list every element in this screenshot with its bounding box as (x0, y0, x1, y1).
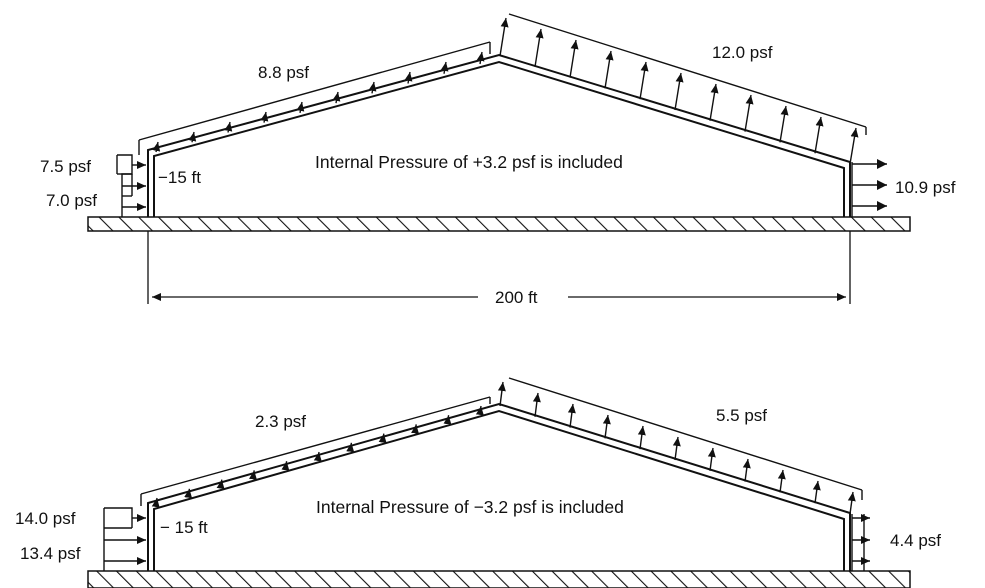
windward-roof-arrows-top (152, 51, 485, 153)
building-frame-bottom (147, 402, 851, 571)
leeward-wall-load-bottom (851, 514, 870, 571)
windward-roof-suction-arrow (188, 131, 197, 143)
windward-roof-suction-arrow (313, 451, 322, 462)
leeward-roof-suction-arrow (707, 447, 716, 471)
leeward-roof-suction-arrow (849, 127, 859, 165)
leeward-roof-arrows-top (499, 17, 859, 165)
windward-roof-suction-arrow (404, 71, 413, 84)
leeward-roof-arrows-bottom (497, 381, 856, 515)
windward-roof-suction-arrow (475, 405, 484, 416)
windward-roof-suction-arrow (152, 141, 161, 153)
leeward-roof-suction-arrow (637, 425, 646, 450)
leeward-roof-suction-arrow (744, 94, 754, 132)
windward-wall-lower-pressure-label: 13.4 psf (20, 544, 81, 563)
internal-pressure-note: Internal Pressure of +3.2 psf is include… (315, 152, 623, 172)
span-dimension-line (147, 231, 851, 304)
diagram-bottom: 2.3 psf 5.5 psf 14.0 psf 13.4 psf − 15 f… (15, 377, 941, 588)
leeward-roof-suction-arrow (672, 436, 681, 461)
windward-roof-suction-arrow (440, 61, 449, 74)
leeward-roof-suction-arrow (567, 403, 576, 428)
windward-roof-load-top (138, 41, 491, 155)
leeward-roof-suction-arrow (497, 381, 506, 407)
windward-roof-suction-arrow (296, 101, 305, 114)
leeward-roof-suction-arrow (639, 61, 649, 100)
windward-roof-suction-arrow (332, 91, 341, 104)
windward-roof-suction-arrow (151, 497, 160, 508)
windward-wall-load-top (116, 154, 146, 217)
span-dimension-label: 200 ft (495, 288, 538, 307)
leeward-roof-suction-arrow (814, 116, 824, 154)
leeward-roof-pressure-label: 5.5 psf (716, 406, 767, 425)
windward-roof-suction-arrow (216, 479, 225, 490)
windward-roof-pressure-label: 8.8 psf (258, 63, 309, 82)
leeward-roof-suction-arrow (499, 17, 509, 57)
leeward-roof-suction-arrow (812, 480, 821, 504)
windward-roof-suction-arrow (368, 81, 377, 94)
leeward-roof-suction-arrow (777, 469, 786, 493)
ground-hatch-top (87, 216, 911, 232)
windward-wall-load-bottom (103, 507, 146, 571)
windward-roof-suction-arrow (260, 111, 269, 123)
leeward-roof-suction-arrow (569, 39, 579, 78)
leeward-roof-suction-arrow (674, 72, 684, 111)
leeward-roof-suction-arrow (534, 28, 544, 67)
height-marker-label: −15 ft (158, 168, 201, 187)
leeward-roof-load-top (508, 13, 867, 135)
windward-roof-suction-arrow (476, 51, 485, 65)
windward-roof-suction-arrow (378, 433, 387, 444)
windward-roof-arrows-bottom (151, 405, 484, 508)
building-frame-top (147, 53, 851, 217)
leeward-roof-suction-arrow (847, 491, 856, 515)
leeward-roof-load-bottom (508, 377, 863, 500)
windward-roof-suction-arrow (224, 121, 233, 133)
windward-roof-suction-arrow (346, 442, 355, 453)
height-marker-label: − 15 ft (160, 518, 208, 537)
internal-pressure-note: Internal Pressure of −3.2 psf is include… (316, 497, 624, 517)
windward-wall-upper-pressure-label: 14.0 psf (15, 509, 76, 528)
windward-roof-pressure-label: 2.3 psf (255, 412, 306, 431)
ground-hatch-bottom (87, 570, 911, 588)
windward-wall-lower-pressure-label: 7.0 psf (46, 191, 97, 210)
leeward-roof-suction-arrow (604, 50, 614, 89)
leeward-roof-suction-arrow (709, 83, 719, 121)
leeward-roof-pressure-label: 12.0 psf (712, 43, 773, 62)
leeward-wall-load-top (851, 159, 887, 217)
windward-wall-upper-pressure-label: 7.5 psf (40, 157, 91, 176)
leeward-wall-pressure-label: 10.9 psf (895, 178, 956, 197)
leeward-roof-suction-arrow (779, 105, 789, 143)
windward-roof-suction-arrow (411, 424, 420, 434)
diagram-top: 8.8 psf 12.0 psf 7.5 psf 7.0 psf −15 ft … (40, 13, 956, 307)
leeward-roof-suction-arrow (602, 414, 611, 439)
leeward-roof-suction-arrow (532, 392, 541, 417)
windward-roof-suction-arrow (184, 488, 193, 499)
windward-roof-suction-arrow (249, 470, 257, 480)
leeward-wall-pressure-label: 4.4 psf (890, 531, 941, 550)
windward-roof-suction-arrow (281, 461, 290, 471)
windward-roof-suction-arrow (443, 415, 452, 425)
leeward-roof-suction-arrow (742, 458, 751, 482)
windward-roof-load-bottom (140, 396, 491, 506)
